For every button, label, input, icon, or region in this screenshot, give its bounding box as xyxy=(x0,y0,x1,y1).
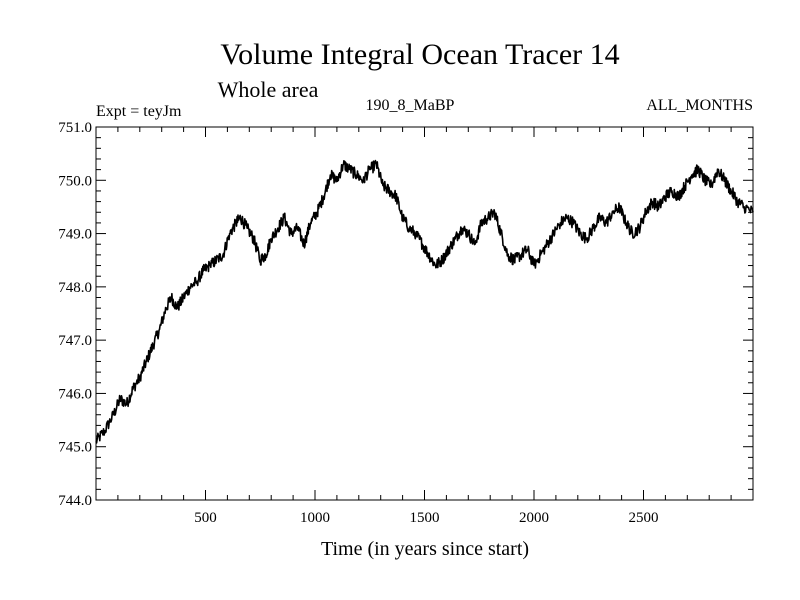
x-tick-label: 2000 xyxy=(519,510,549,526)
chart-title: Volume Integral Ocean Tracer 14 xyxy=(220,38,619,71)
series-line xyxy=(95,159,754,444)
x-tick-label: 1500 xyxy=(410,510,440,526)
x-tick-label: 500 xyxy=(194,510,217,526)
y-tick-label: 746.0 xyxy=(58,386,92,402)
y-tick-label: 744.0 xyxy=(58,493,92,509)
chart-subtitle: Whole area xyxy=(218,77,319,102)
x-tick-label: 2500 xyxy=(629,510,659,526)
y-tick-label: 747.0 xyxy=(58,333,92,349)
x-tick-label: 1000 xyxy=(300,510,330,526)
y-tick-label: 748.0 xyxy=(58,280,92,296)
data-series xyxy=(95,159,754,444)
y-tick-label: 750.0 xyxy=(58,173,92,189)
plot-frame xyxy=(95,126,754,501)
period-label: 190_8_MaBP xyxy=(366,97,455,114)
tick-labels: 500 1000 1500 2000 2500 744.0 745.0 746.0 747.0 7… xyxy=(58,120,658,526)
y-tick-label: 751.0 xyxy=(58,120,92,136)
months-label: ALL_MONTHS xyxy=(646,97,753,114)
axis-ticks xyxy=(96,127,753,500)
experiment-label: Expt = teyJm xyxy=(96,103,182,120)
y-tick-label: 745.0 xyxy=(58,440,92,456)
y-tick-label: 749.0 xyxy=(58,227,92,243)
x-axis-label: Time (in years since start) xyxy=(321,538,529,560)
